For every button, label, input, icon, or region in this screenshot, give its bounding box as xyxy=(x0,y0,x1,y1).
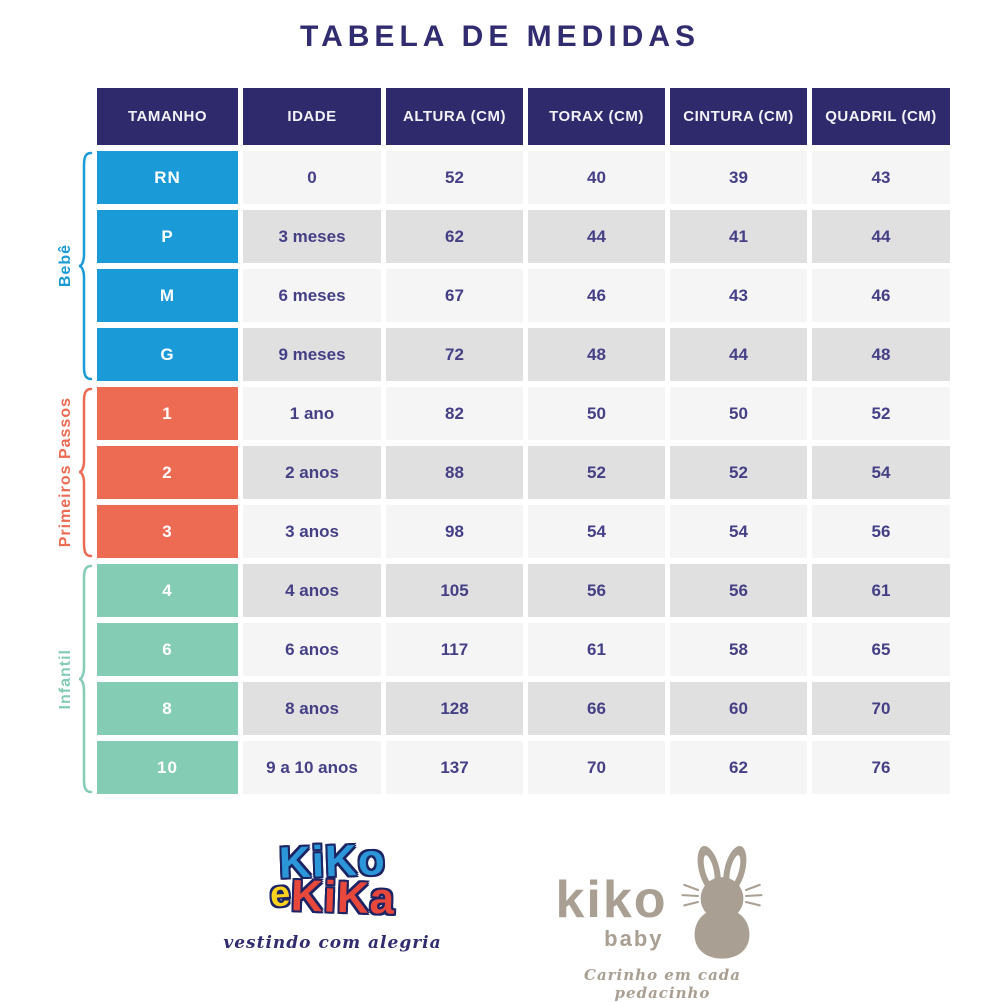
torax-cell: 50 xyxy=(528,387,665,440)
size-cell: 2 xyxy=(97,446,238,499)
kiko-baby-sub: baby xyxy=(604,926,664,951)
kika-wordmark: eKiKa xyxy=(213,870,453,924)
kiko-baby-logo: kiko baby xyxy=(538,842,788,1002)
altura-cell: 88 xyxy=(386,446,523,499)
idade-cell: 9 meses xyxy=(243,328,381,381)
size-cell: 3 xyxy=(97,505,238,558)
altura-cell: 105 xyxy=(386,564,523,617)
quadril-cell: 44 xyxy=(812,210,950,263)
group-infantil: Infantil xyxy=(50,564,94,794)
cintura-cell: 50 xyxy=(670,387,807,440)
group-label-infantil: Infantil xyxy=(57,648,74,710)
size-cell: P xyxy=(97,210,238,263)
quadril-cell: 56 xyxy=(812,505,950,558)
idade-cell: 6 anos xyxy=(243,623,381,676)
kiko-e-kika-logo: KiKo eKiKa vestindo com alegria xyxy=(213,835,453,954)
header-torax: TORAX (CM) xyxy=(528,88,665,145)
torax-cell: 61 xyxy=(528,623,665,676)
group-label-bebe: Bebê xyxy=(57,244,74,288)
size-chart: Bebê Primeiros Passos Infantil TAMANHO I… xyxy=(57,88,950,794)
quadril-cell: 52 xyxy=(812,387,950,440)
cintura-cell: 39 xyxy=(670,151,807,204)
size-cell: M xyxy=(97,269,238,322)
torax-cell: 46 xyxy=(528,269,665,322)
torax-cell: 66 xyxy=(528,682,665,735)
size-cell: RN xyxy=(97,151,238,204)
altura-cell: 82 xyxy=(386,387,523,440)
size-cell: 1 xyxy=(97,387,238,440)
brace-bebe-icon xyxy=(78,151,93,381)
idade-cell: 0 xyxy=(243,151,381,204)
cintura-cell: 62 xyxy=(670,741,807,794)
size-cell: 6 xyxy=(97,623,238,676)
quadril-cell: 76 xyxy=(812,741,950,794)
quadril-cell: 61 xyxy=(812,564,950,617)
idade-cell: 6 meses xyxy=(243,269,381,322)
measurement-table: TAMANHO IDADE ALTURA (CM) TORAX (CM) CIN… xyxy=(97,88,950,794)
altura-cell: 52 xyxy=(386,151,523,204)
page-title: TABELA DE MEDIDAS xyxy=(300,20,700,53)
cintura-cell: 41 xyxy=(670,210,807,263)
torax-cell: 56 xyxy=(528,564,665,617)
idade-cell: 3 meses xyxy=(243,210,381,263)
group-bebe: Bebê xyxy=(50,151,94,381)
altura-cell: 98 xyxy=(386,505,523,558)
altura-cell: 67 xyxy=(386,269,523,322)
kika-word: KiKa xyxy=(290,870,396,924)
header-quadril: QUADRIL (CM) xyxy=(812,88,950,145)
altura-cell: 128 xyxy=(386,682,523,735)
kiko-baby-tagline: Carinho em cada pedacinho xyxy=(584,966,741,1002)
size-cell: G xyxy=(97,328,238,381)
size-cell: 8 xyxy=(97,682,238,735)
kiko-e-kika-tagline: vestindo com alegria xyxy=(223,933,442,954)
quadril-cell: 65 xyxy=(812,623,950,676)
quadril-cell: 54 xyxy=(812,446,950,499)
kiko-baby-wordmark: kiko baby xyxy=(538,842,788,962)
size-cell: 10 xyxy=(97,741,238,794)
altura-cell: 72 xyxy=(386,328,523,381)
quadril-cell: 46 xyxy=(812,269,950,322)
quadril-cell: 43 xyxy=(812,151,950,204)
idade-cell: 8 anos xyxy=(243,682,381,735)
torax-cell: 40 xyxy=(528,151,665,204)
cintura-cell: 56 xyxy=(670,564,807,617)
idade-cell: 3 anos xyxy=(243,505,381,558)
torax-cell: 70 xyxy=(528,741,665,794)
idade-cell: 1 ano xyxy=(243,387,381,440)
altura-cell: 137 xyxy=(386,741,523,794)
cintura-cell: 43 xyxy=(670,269,807,322)
cintura-cell: 58 xyxy=(670,623,807,676)
cintura-cell: 52 xyxy=(670,446,807,499)
header-idade: IDADE xyxy=(243,88,381,145)
quadril-cell: 48 xyxy=(812,328,950,381)
cintura-cell: 54 xyxy=(670,505,807,558)
cintura-cell: 44 xyxy=(670,328,807,381)
group-primeiros-passos: Primeiros Passos xyxy=(50,387,94,558)
bunny-icon xyxy=(681,846,762,959)
header-altura: ALTURA (CM) xyxy=(386,88,523,145)
e-word: e xyxy=(268,871,292,915)
idade-cell: 2 anos xyxy=(243,446,381,499)
brace-primeiros-passos-icon xyxy=(78,387,93,558)
idade-cell: 4 anos xyxy=(243,564,381,617)
group-label-primeiros-passos: Primeiros Passos xyxy=(57,397,74,548)
altura-cell: 62 xyxy=(386,210,523,263)
kiko-baby-name: kiko xyxy=(555,871,668,930)
cintura-cell: 60 xyxy=(670,682,807,735)
idade-cell: 9 a 10 anos xyxy=(243,741,381,794)
header-cintura: CINTURA (CM) xyxy=(670,88,807,145)
footer-logos: KiKo eKiKa vestindo com alegria kiko bab… xyxy=(0,835,1000,1002)
altura-cell: 117 xyxy=(386,623,523,676)
size-cell: 4 xyxy=(97,564,238,617)
brace-infantil-icon xyxy=(78,564,93,794)
torax-cell: 48 xyxy=(528,328,665,381)
header-tamanho: TAMANHO xyxy=(97,88,238,145)
torax-cell: 44 xyxy=(528,210,665,263)
torax-cell: 52 xyxy=(528,446,665,499)
torax-cell: 54 xyxy=(528,505,665,558)
quadril-cell: 70 xyxy=(812,682,950,735)
